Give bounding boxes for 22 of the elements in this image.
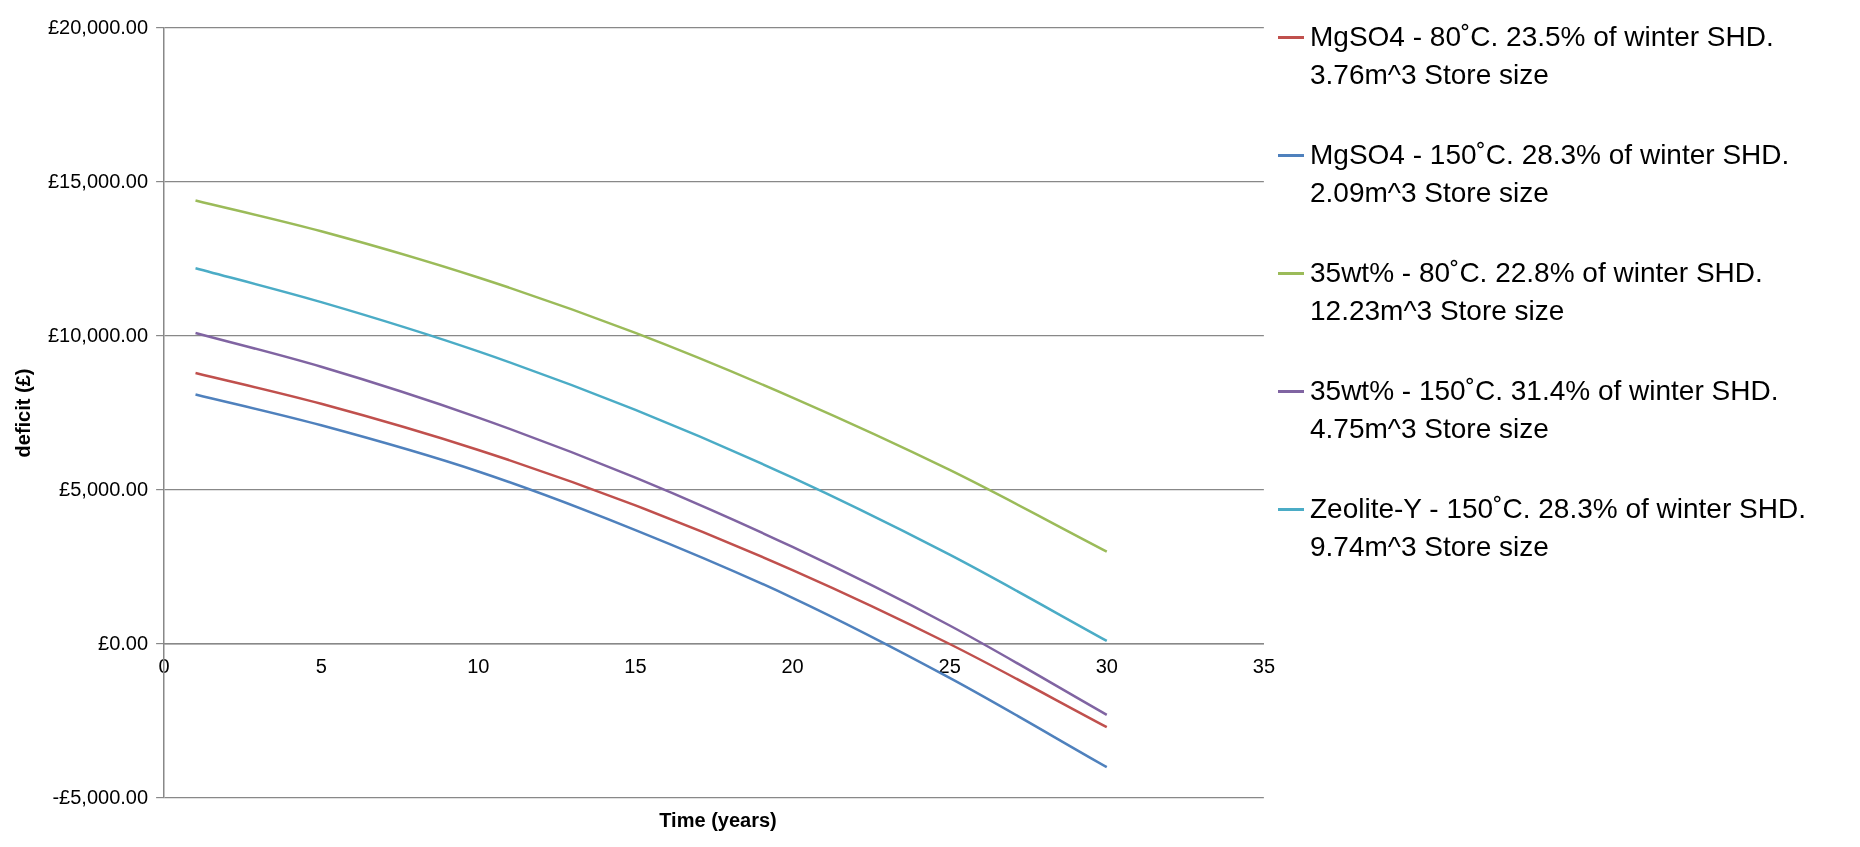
x-tick-label: 20 [781,654,804,677]
legend-label: MgSO4 - 80˚C. 23.5% of winter SHD. 3.76m^3 Store size [1310,20,1775,92]
y-tick-label: £10,000.00 [47,323,149,346]
legend-label: MgSO4 - 150˚C. 28.3% of winter SHD. 2.09m^3 Store size [1310,138,1791,210]
x-tick-label: 35 [1252,654,1275,677]
y-tick-label: £20,000.00 [47,15,149,38]
x-tick-label: 25 [938,654,961,677]
y-tick-label: £5,000.00 [59,477,149,500]
x-tick-label: 5 [315,654,327,677]
line-series [194,199,1109,553]
x-tick-label: 30 [1095,654,1118,677]
x-tick-label: 10 [467,654,490,677]
y-tick-label: -£5,000.00 [52,785,149,808]
legend-label: 35wt% - 150˚C. 31.4% of winter SHD. 4.75m^3 Store size [1310,374,1780,446]
x-axis-title: Time (years) [658,809,778,832]
y-axis-title: deficit (£) [11,368,34,458]
y-tick-label: £0.00 [98,631,149,654]
legend-label: Zeolite-Y - 150˚C. 28.3% of winter SHD. 9.74m^3 Store size [1310,492,1807,564]
x-tick-label: 15 [624,654,647,677]
line-series [194,266,1109,643]
legend-label: 35wt% - 80˚C. 22.8% of winter SHD. 12.23m^3 Store size [1310,256,1764,328]
y-tick-label: £15,000.00 [47,169,149,192]
